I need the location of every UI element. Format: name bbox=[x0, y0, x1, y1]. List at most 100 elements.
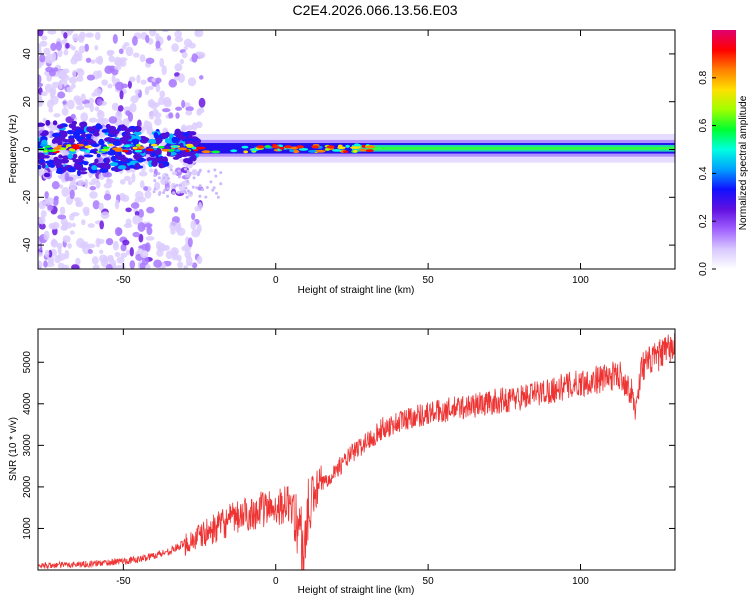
spectrogram-noise-cell bbox=[61, 187, 70, 197]
spectrogram-peak-cell bbox=[102, 146, 110, 150]
spectrogram-peak-cell bbox=[66, 144, 72, 147]
spectrogram-noise-cell bbox=[38, 97, 44, 107]
colorbar-ticks: 0.0 0.2 0.4 0.6 0.8 bbox=[698, 70, 716, 276]
spectrogram-noise-cell bbox=[66, 99, 75, 110]
spectrogram-band-cell bbox=[148, 138, 157, 145]
snr-ytick-label: 4000 bbox=[22, 392, 33, 415]
spectrogram-noise-cell bbox=[201, 188, 205, 192]
spectrogram-noise-cell bbox=[137, 222, 146, 232]
spectrogram-noise-cell bbox=[107, 83, 113, 89]
spectrogram-noise-cell bbox=[159, 90, 166, 98]
spectrogram-band-cell bbox=[190, 154, 197, 162]
spectrogram-noise-cell bbox=[80, 112, 89, 122]
spectrogram-noise-cell bbox=[105, 238, 114, 246]
spectrogram-peak-cell bbox=[264, 145, 271, 148]
spectrogram-band-cell bbox=[83, 161, 89, 166]
spectrogram-ytick-label: 20 bbox=[22, 96, 33, 108]
spectrogram-noise-cell bbox=[58, 80, 63, 90]
spectrogram-noise-cell bbox=[122, 239, 130, 246]
snr-ytick-label: 5000 bbox=[22, 351, 33, 374]
spectrogram-noise-cell bbox=[163, 188, 167, 192]
spectrogram-noise-cell bbox=[107, 256, 114, 262]
spectrogram-noise-cell bbox=[57, 49, 63, 58]
spectrogram-noise-cell bbox=[62, 235, 71, 243]
spectrogram-peak-cell bbox=[337, 144, 343, 148]
spectrogram-noise-cell bbox=[51, 180, 60, 190]
spectrogram-noise-cell bbox=[89, 191, 98, 199]
spectrogram-noise-cell bbox=[72, 69, 77, 78]
spectrogram-noise-cell bbox=[38, 251, 43, 257]
spectrogram-noise-cell bbox=[211, 188, 215, 192]
spectrogram-noise-cell bbox=[176, 254, 182, 262]
spectrogram-band-cell bbox=[86, 126, 94, 133]
spectrogram-peak-cell bbox=[359, 148, 367, 152]
spectrogram-peak-cell bbox=[289, 149, 295, 153]
spectrogram-noise-cell bbox=[168, 79, 178, 88]
spectrogram-noise-cell bbox=[118, 48, 124, 55]
spectrogram-noise-cell bbox=[92, 264, 100, 269]
spectrogram-band-cell bbox=[134, 162, 140, 169]
spectrogram-noise-cell bbox=[127, 80, 132, 89]
spectrogram-noise-cell bbox=[103, 193, 112, 201]
spectrogram-noise-cell bbox=[119, 57, 128, 62]
spectrogram-noise-cell bbox=[184, 250, 192, 259]
spectrogram-peak-cell bbox=[342, 150, 349, 154]
spectrogram-band-cell bbox=[41, 162, 46, 169]
spectrogram-noise-cell bbox=[77, 34, 85, 43]
spectrogram-peak-cell bbox=[230, 149, 238, 153]
spectrogram-band-cell bbox=[73, 163, 83, 171]
spectrogram-peak-cell bbox=[146, 148, 155, 152]
spectrogram-noise-cell bbox=[101, 79, 109, 86]
spectrogram-noise-cell bbox=[165, 180, 169, 184]
spectrogram-noise-cell bbox=[123, 175, 132, 182]
spectrogram-noise-cell bbox=[145, 57, 155, 64]
spectrogram-noise-cell bbox=[179, 58, 185, 65]
spectrogram-noise-cell bbox=[198, 201, 203, 212]
spectrogram-noise-cell bbox=[185, 106, 194, 112]
spectrogram-noise-cell bbox=[132, 215, 141, 225]
spectrogram-peak-cell bbox=[122, 149, 129, 153]
spectrogram-peak-cell bbox=[256, 145, 265, 149]
spectrogram-noise-cell bbox=[38, 200, 46, 210]
spectrogram-noise-cell bbox=[77, 51, 83, 62]
spectrogram-noise-cell bbox=[148, 111, 155, 120]
spectrogram-noise-cell bbox=[214, 174, 218, 178]
spectrogram-noise-cell bbox=[129, 102, 137, 113]
spectrogram-noise-cell bbox=[180, 190, 184, 194]
spectrogram-noise-cell bbox=[154, 117, 162, 126]
spectrogram-noise-cell bbox=[137, 196, 147, 203]
spectrogram-noise-cell bbox=[90, 59, 96, 64]
spectrogram-noise-cell bbox=[153, 179, 157, 183]
spectrogram-noise-cell bbox=[186, 179, 190, 183]
snr-xlabel: Height of straight line (km) bbox=[298, 585, 415, 596]
spectrogram-noise-cell bbox=[185, 124, 194, 131]
spectrogram-noise-cell bbox=[212, 186, 216, 190]
spectrogram-noise-cell bbox=[89, 185, 97, 191]
spectrogram-noise-cell bbox=[185, 195, 189, 199]
spectrogram-noise-cell bbox=[40, 35, 48, 41]
spectrogram-band-cell bbox=[43, 172, 51, 178]
spectrogram-noise-cell bbox=[56, 242, 63, 249]
spectrogram-noise-cell bbox=[161, 65, 167, 76]
spectrogram-noise-cell bbox=[50, 42, 57, 52]
spectrogram-noise-cell bbox=[58, 184, 64, 189]
spectrogram-noise-cell bbox=[75, 257, 81, 266]
spectrogram-noise-cell bbox=[188, 42, 196, 49]
spectrogram-noise-cell bbox=[38, 74, 42, 84]
spectrogram-peak-cell bbox=[210, 150, 221, 154]
spectrogram-noise-cell bbox=[198, 184, 202, 188]
spectrogram-noise-cell bbox=[174, 63, 183, 72]
spectrogram-noise-cell bbox=[80, 241, 87, 250]
spectrogram-noise-cell bbox=[140, 250, 149, 259]
spectrogram-noise-cell bbox=[123, 223, 133, 229]
spectrogram-noise-cell bbox=[194, 30, 199, 37]
spectrogram-noise-cell bbox=[130, 202, 140, 209]
spectrogram-noise-cell bbox=[188, 171, 192, 175]
spectrogram-noise-cell bbox=[45, 66, 54, 73]
spectrogram-noise-cell bbox=[45, 53, 55, 64]
spectrogram-noise-cell bbox=[77, 179, 85, 187]
spectrogram-band-cell bbox=[155, 137, 162, 145]
spectrogram-noise-cell bbox=[59, 206, 66, 216]
spectrogram-noise-cell bbox=[183, 189, 187, 193]
colorbar-tick-label: 0.8 bbox=[698, 70, 709, 84]
